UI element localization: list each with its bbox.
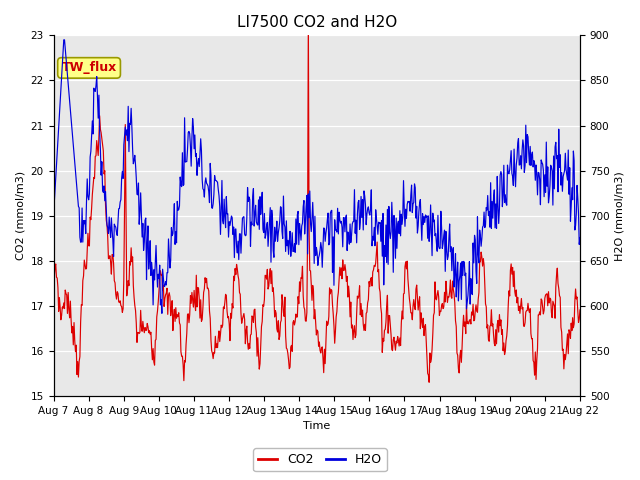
Title: LI7500 CO2 and H2O: LI7500 CO2 and H2O [237,15,397,30]
Y-axis label: H2O (mmol/m3): H2O (mmol/m3) [615,171,625,261]
Legend: CO2, H2O: CO2, H2O [253,448,387,471]
Text: TW_flux: TW_flux [61,61,116,74]
Y-axis label: CO2 (mmol/m3): CO2 (mmol/m3) [15,171,25,260]
X-axis label: Time: Time [303,421,330,432]
